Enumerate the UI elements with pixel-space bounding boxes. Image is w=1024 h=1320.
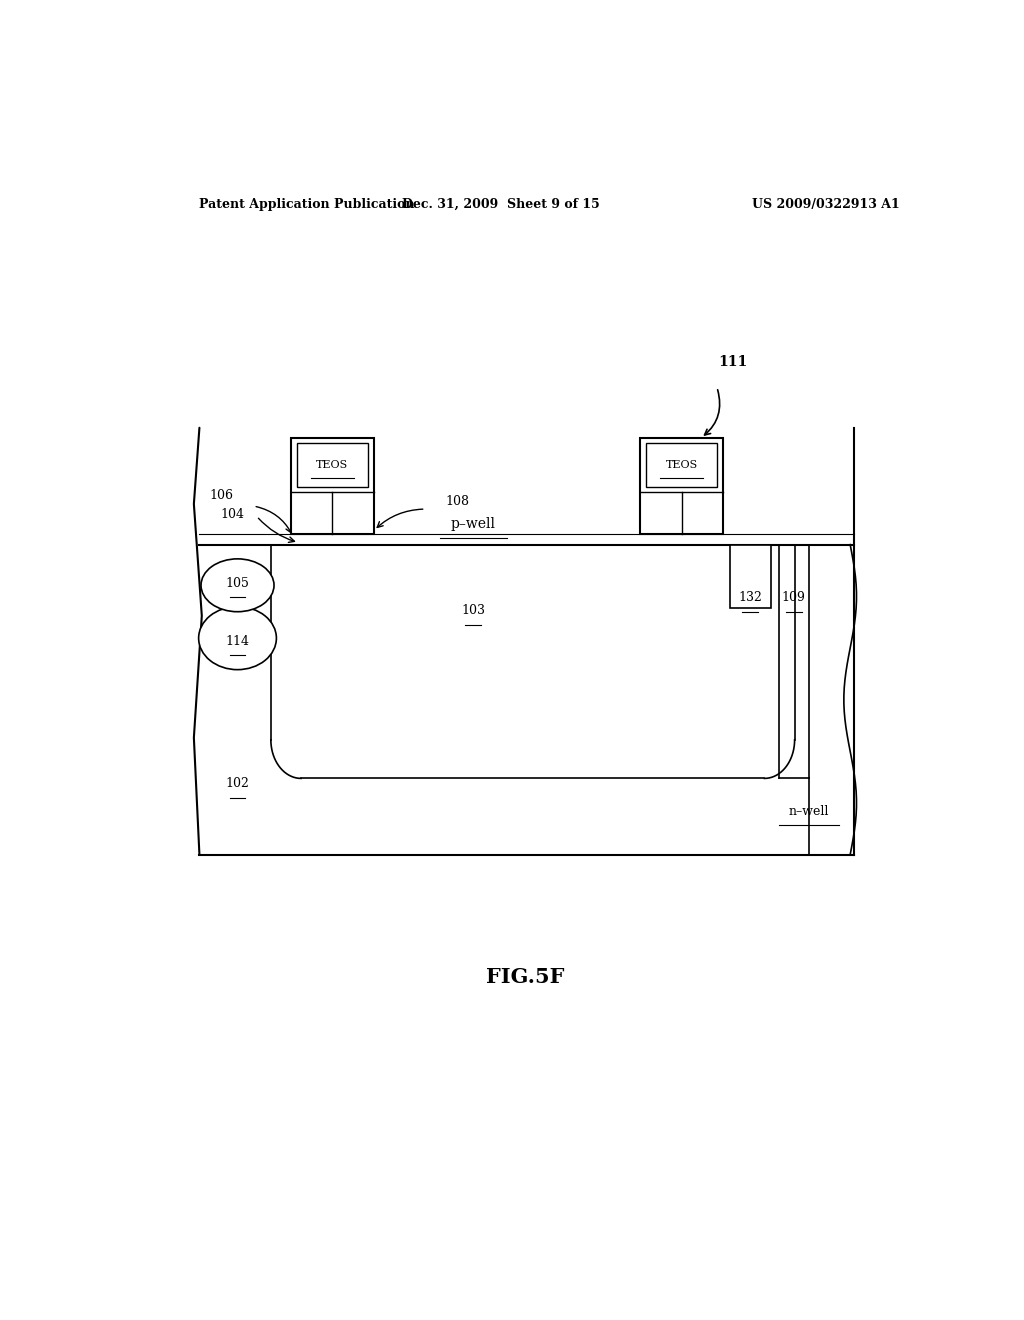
Text: 132: 132 [738,591,762,605]
Text: TEOS: TEOS [316,459,348,470]
Text: 109: 109 [782,591,806,605]
Bar [646,444,717,487]
Text: 102: 102 [225,777,250,789]
Text: p–well: p–well [451,517,496,532]
Text: 105: 105 [225,577,250,590]
Ellipse shape [199,607,276,669]
Text: 111: 111 [718,355,748,368]
Text: 106: 106 [210,490,233,503]
Text: 104: 104 [221,508,245,520]
Text: 108: 108 [445,495,469,508]
Text: US 2009/0322913 A1: US 2009/0322913 A1 [753,198,900,211]
Ellipse shape [201,558,274,611]
Text: FIG.5F: FIG.5F [485,966,564,986]
Text: 103: 103 [461,605,485,618]
Text: Patent Application Publication: Patent Application Publication [200,198,415,211]
Text: Dec. 31, 2009  Sheet 9 of 15: Dec. 31, 2009 Sheet 9 of 15 [402,198,600,211]
Text: n–well: n–well [788,805,829,818]
Bar [729,545,771,607]
Text: TEOS: TEOS [666,459,697,470]
Bar [640,438,723,535]
Text: 114: 114 [225,635,250,648]
Bar [291,438,374,535]
Bar [297,444,368,487]
